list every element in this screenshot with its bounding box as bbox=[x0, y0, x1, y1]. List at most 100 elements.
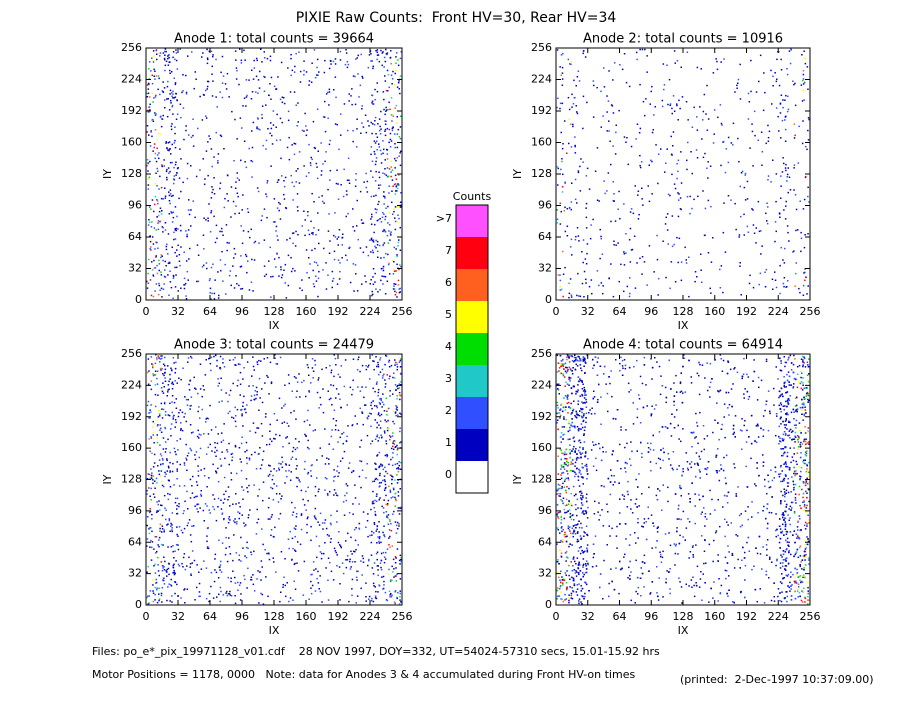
pixel bbox=[229, 590, 231, 593]
pixel bbox=[206, 417, 208, 419]
pixel bbox=[167, 523, 169, 525]
pixel bbox=[175, 544, 178, 546]
pixel bbox=[395, 405, 397, 407]
pixel bbox=[202, 52, 204, 54]
pixel bbox=[183, 251, 185, 253]
pixel bbox=[319, 396, 321, 399]
pixel bbox=[175, 93, 177, 95]
pixel bbox=[396, 395, 398, 397]
panel-title: Anode 2: total counts = 10916 bbox=[583, 32, 783, 47]
pixel bbox=[753, 232, 756, 234]
pixel bbox=[385, 494, 387, 497]
pixel bbox=[687, 493, 690, 495]
pixel bbox=[339, 460, 342, 462]
pixel bbox=[146, 131, 148, 133]
pixel bbox=[388, 361, 390, 363]
pixel bbox=[197, 254, 200, 256]
pixel bbox=[149, 409, 151, 411]
pixel bbox=[158, 263, 161, 265]
pixel bbox=[793, 488, 795, 491]
pixel bbox=[384, 197, 386, 199]
pixel bbox=[152, 475, 155, 477]
pixel bbox=[233, 247, 236, 250]
pixel bbox=[173, 447, 176, 450]
pixel bbox=[194, 505, 196, 507]
pixel bbox=[780, 246, 782, 249]
pixel bbox=[381, 275, 383, 277]
pixel bbox=[560, 54, 563, 56]
pixel bbox=[625, 252, 627, 254]
pixel bbox=[661, 105, 664, 108]
pixel bbox=[352, 140, 354, 143]
pixel bbox=[155, 373, 157, 376]
pixel bbox=[383, 475, 386, 477]
pixel bbox=[242, 405, 244, 407]
pixel bbox=[332, 579, 335, 581]
pixel bbox=[374, 98, 376, 101]
pixel bbox=[698, 586, 701, 588]
pixel bbox=[352, 226, 354, 228]
pixel bbox=[306, 272, 308, 274]
pixel bbox=[772, 288, 774, 290]
x-tick-label: 64 bbox=[203, 610, 217, 623]
pixel bbox=[389, 596, 391, 598]
pixel bbox=[786, 173, 789, 176]
pixel bbox=[380, 568, 383, 571]
pixel bbox=[242, 489, 245, 491]
pixel bbox=[570, 123, 572, 125]
pixel bbox=[382, 575, 385, 578]
pixel bbox=[174, 426, 176, 428]
pixel bbox=[400, 150, 402, 153]
pixel bbox=[384, 483, 387, 486]
pixel bbox=[399, 137, 402, 140]
pixel bbox=[333, 89, 335, 91]
pixel bbox=[732, 144, 734, 146]
pixel bbox=[393, 601, 396, 603]
pixel bbox=[366, 418, 369, 420]
pixel bbox=[164, 414, 167, 416]
pixel bbox=[357, 238, 359, 241]
pixel bbox=[720, 265, 723, 267]
pixel bbox=[150, 539, 152, 542]
pixel bbox=[574, 198, 577, 201]
pixel bbox=[359, 390, 362, 392]
pixel bbox=[318, 407, 320, 409]
pixel bbox=[164, 187, 166, 189]
pixel bbox=[217, 433, 219, 435]
pixel bbox=[258, 602, 260, 604]
pixel bbox=[390, 74, 393, 76]
pixel bbox=[684, 246, 686, 249]
pixel bbox=[568, 470, 570, 472]
pixel bbox=[209, 278, 211, 280]
pixel bbox=[710, 292, 712, 294]
pixel bbox=[296, 562, 298, 564]
pixel bbox=[163, 556, 165, 558]
pixel bbox=[174, 266, 176, 269]
pixel bbox=[163, 402, 166, 405]
pixel bbox=[695, 149, 698, 151]
pixel bbox=[581, 381, 583, 383]
pixel bbox=[386, 149, 389, 151]
pixel bbox=[180, 597, 182, 599]
pixel bbox=[375, 157, 378, 159]
pixel bbox=[291, 144, 293, 146]
pixel bbox=[623, 203, 625, 205]
pixel bbox=[148, 528, 150, 530]
pixel bbox=[226, 451, 229, 453]
pixel bbox=[388, 86, 390, 89]
pixel bbox=[736, 84, 738, 87]
pixel bbox=[322, 528, 324, 530]
pixel bbox=[585, 282, 587, 284]
pixel bbox=[578, 240, 580, 242]
pixel bbox=[168, 519, 171, 522]
pixel bbox=[240, 265, 243, 268]
pixel bbox=[150, 356, 153, 358]
pixel bbox=[160, 213, 163, 215]
pixel bbox=[563, 416, 565, 418]
pixel bbox=[330, 538, 332, 540]
pixel bbox=[203, 475, 206, 477]
pixel bbox=[269, 246, 271, 249]
pixel bbox=[245, 255, 248, 258]
pixel bbox=[379, 125, 381, 128]
pixel bbox=[191, 357, 193, 359]
